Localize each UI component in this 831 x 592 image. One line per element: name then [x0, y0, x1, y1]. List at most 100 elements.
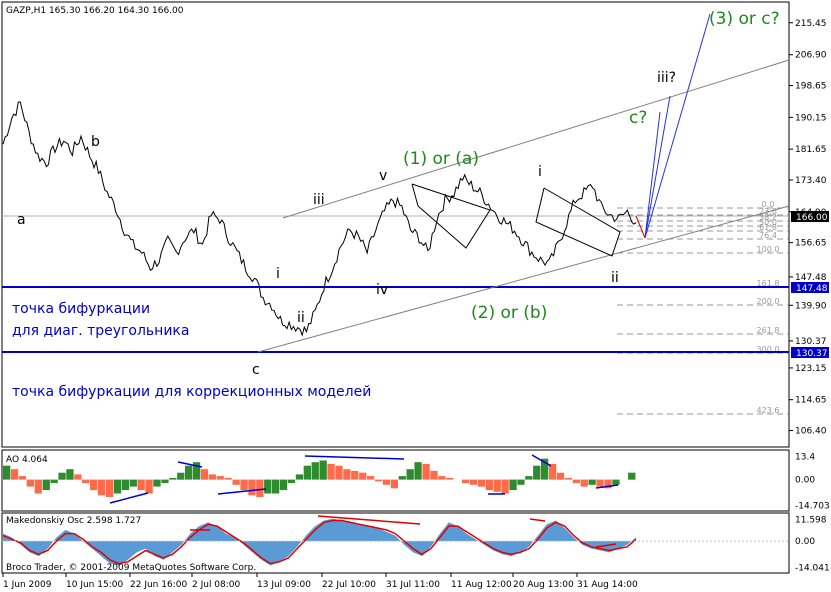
ao-header: AO 4.064 [6, 455, 48, 465]
ao-bar [367, 476, 375, 480]
wave-label-iii: iii [313, 192, 325, 208]
horizontal-levels [2, 286, 789, 353]
mak-signal-line [2, 519, 637, 565]
ao-bar [438, 476, 446, 480]
ao-y-tick-label: -14.703 [795, 501, 830, 511]
x-tick-label: 10 Jun 15:00 [66, 580, 123, 590]
fib-level-label: 200.0 [757, 297, 780, 306]
flag-pattern-1 [411, 183, 491, 249]
ao-bar [264, 479, 272, 494]
fib-level-label: 61.8 [759, 223, 777, 232]
wave-label-v: v [379, 168, 387, 184]
ao-y-tick-label: 13.4 [795, 452, 815, 462]
axis-labels: 215.45206.90198.65190.15181.65173.40164.… [3, 19, 830, 590]
ao-bar [169, 477, 177, 480]
note-bifurcation-triangle-line2: для диаг. треугольника [12, 323, 189, 339]
ao-bar [216, 476, 224, 480]
y-tick-label: 181.65 [795, 145, 827, 155]
ao-bar [121, 479, 129, 491]
wave-label-3c: (3) or c? [709, 9, 780, 29]
x-tick-label: 1 Jun 2009 [3, 580, 52, 590]
ao-divergence-line [595, 484, 619, 489]
fib-level-label: 300.0 [757, 345, 780, 354]
y-tick-label: 206.90 [795, 51, 827, 61]
fib-level-label: 100.0 [757, 245, 780, 254]
ao-divergence-line [109, 492, 149, 504]
ao-bar [279, 479, 288, 491]
red-forecast-tail [635, 215, 646, 239]
mak-divergence-line [529, 518, 546, 522]
fib-level-label: 423.6 [757, 406, 780, 415]
ao-bar [177, 472, 185, 480]
y-tick-label: 147.48 [795, 273, 827, 283]
wave-label-1a: (1) or (a) [403, 149, 479, 169]
ao-bar [97, 479, 106, 496]
ao-bar [430, 470, 438, 480]
ao-bar [200, 469, 209, 480]
ao-bar [82, 479, 90, 484]
price-line [2, 101, 637, 337]
wave-label-i2: i [538, 164, 542, 180]
ao-bar [42, 479, 50, 491]
ao-bar [390, 479, 398, 489]
ao-divergence-line [217, 488, 267, 495]
wave-label-iv: iv [376, 282, 388, 298]
ao-bar [319, 460, 327, 480]
ao-bar [549, 463, 557, 480]
mak-y-tick-label: -14.041 [795, 563, 830, 573]
ao-bar [272, 479, 280, 494]
symbol-header: GAZP,H1 165.30 166.20 164.30 166.00 [6, 6, 184, 16]
ao-bar [137, 479, 145, 491]
ao-bar [129, 479, 137, 487]
fib-level-label: 0.0 [762, 200, 775, 209]
ao-bar [525, 476, 533, 480]
level1-price-tag: 147.48 [796, 284, 828, 294]
wave-label-ii2: ii [611, 270, 619, 286]
fib-level-label: 76.4 [759, 231, 777, 240]
ao-bar [477, 479, 486, 487]
ao-bar [18, 476, 27, 480]
ao-bar [66, 469, 74, 480]
note-bifurcation-corrective: точка бифуркации для коррекционных модел… [12, 384, 371, 400]
ao-bar [50, 479, 58, 484]
wave-label-2b: (2) or (b) [471, 303, 547, 323]
ao-bar [501, 479, 509, 494]
ao-bar [374, 479, 383, 482]
ao-bar [34, 479, 42, 494]
wave-projection-line [644, 95, 671, 239]
ao-bar [113, 479, 122, 494]
price-series [2, 101, 646, 337]
ao-bar [90, 479, 98, 491]
ao-bar [556, 472, 565, 480]
ao-bar [240, 479, 248, 491]
wave-label-iii-question: iii? [657, 70, 676, 86]
x-tick-label: 13 Jul 09:00 [257, 580, 311, 590]
main-panel [1, 1, 790, 448]
wave-projection-line [644, 111, 661, 239]
ao-bar [153, 479, 161, 487]
ao-bar [161, 479, 169, 484]
x-tick-label: 11 Aug 12:00 [451, 580, 512, 590]
channel-upper-line [282, 59, 790, 219]
ao-bar [26, 479, 34, 487]
ao-bar [580, 479, 588, 487]
y-tick-label: 190.15 [795, 113, 827, 123]
wave-label-c-question: c? [629, 108, 647, 128]
ao-bar [517, 479, 525, 485]
ao-bar [596, 479, 604, 487]
fib-level-label: 38.2 [759, 213, 777, 222]
y-tick-label: 156.65 [795, 239, 827, 249]
fib-level-label: 50.0 [759, 218, 777, 227]
ao-bar [303, 465, 311, 480]
ao-bar [248, 479, 256, 496]
wave-label-a: a [17, 212, 26, 228]
wave-label-ii: ii [297, 310, 305, 326]
ao-bar [446, 477, 454, 480]
ao-bar [398, 476, 406, 480]
ao-bar [461, 479, 470, 484]
ao-bar [327, 463, 335, 480]
level2-price-tag-bg [791, 347, 829, 358]
channel-lower-line [257, 205, 790, 353]
ao-bar [10, 469, 19, 480]
ao-y-tick-label: 0.00 [795, 476, 815, 486]
